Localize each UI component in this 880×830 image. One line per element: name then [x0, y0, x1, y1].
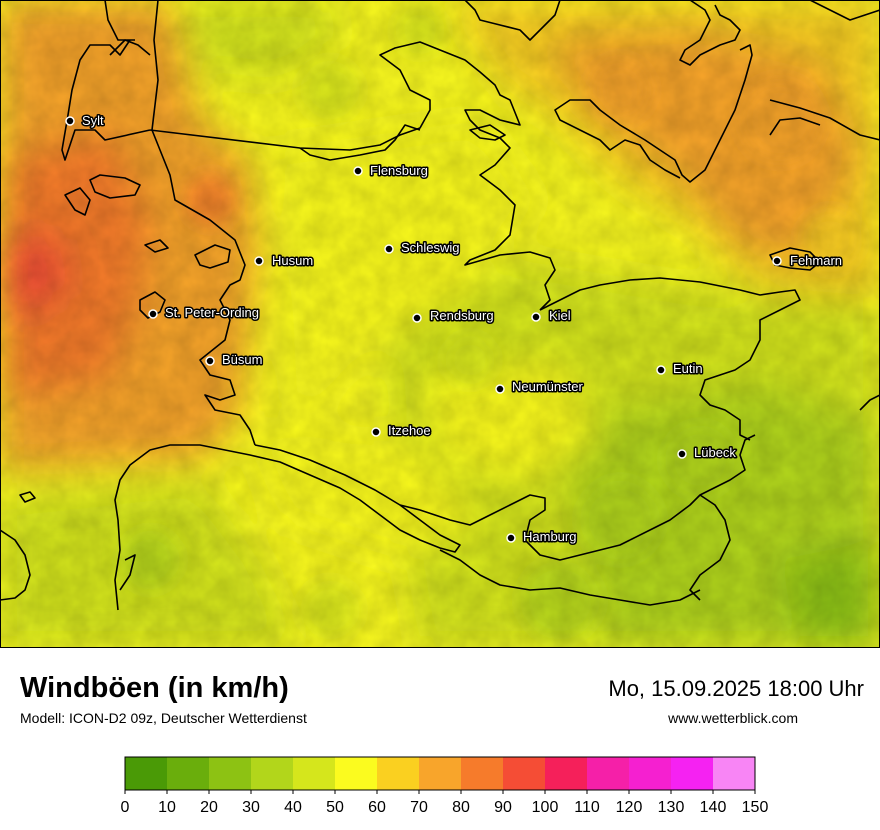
legend-tick-label: 20 — [200, 799, 218, 816]
city-husum: Husum — [254, 252, 315, 270]
city-sylt: Sylt — [65, 112, 106, 130]
field-texture — [0, 0, 880, 648]
legend-swatch — [587, 757, 629, 790]
legend-tick-label: 130 — [658, 799, 685, 816]
legend-swatch — [377, 757, 419, 790]
legend-swatch — [629, 757, 671, 790]
city-neumuenster: Neumünster — [495, 378, 585, 396]
city-label: Fehmarn — [790, 253, 842, 268]
coastlines — [0, 0, 880, 611]
legend-swatch — [671, 757, 713, 790]
city-rendsburg: Rendsburg — [412, 307, 495, 325]
legend-tick-label: 100 — [532, 799, 559, 816]
color-legend: 0 10 20 30 40 50 60 70 80 90 100 110 120 130 140 150 — [121, 756, 769, 816]
legend-swatch — [503, 757, 545, 790]
legend-tick-label: 10 — [158, 799, 176, 816]
city-label: St. Peter-Ording — [165, 305, 259, 320]
legend-swatch — [251, 757, 293, 790]
legend-swatch — [419, 757, 461, 790]
legend-swatch — [545, 757, 587, 790]
legend-tick-label: 80 — [452, 799, 470, 816]
legend-tick-label: 140 — [700, 799, 727, 816]
city-label: Neumünster — [512, 379, 583, 394]
city-label: Husum — [272, 253, 313, 268]
legend-frame — [124, 756, 756, 791]
legend-swatch — [713, 757, 755, 790]
legend-swatch — [167, 757, 209, 790]
map-canvas: Sylt Flensburg Schleswig Husum Fehmarn S… — [0, 0, 880, 648]
city-itzehoe: Itzehoe — [371, 422, 432, 440]
city-label: Hamburg — [523, 529, 576, 544]
legend-tick-label: 120 — [616, 799, 643, 816]
footer: Windböen (in km/h) Modell: ICON-D2 09z, … — [0, 648, 880, 830]
wind-gust-map: Sylt Flensburg Schleswig Husum Fehmarn S… — [0, 0, 880, 648]
city-fehmarn: Fehmarn — [772, 252, 844, 270]
legend-swatches — [125, 757, 755, 790]
city-buesum: Büsum — [205, 351, 264, 369]
city-schleswig: Schleswig — [384, 239, 461, 257]
legend-swatch — [461, 757, 503, 790]
legend-tick-label: 30 — [242, 799, 260, 816]
city-luebeck: Lübeck — [677, 444, 738, 462]
legend-tick-label: 70 — [410, 799, 428, 816]
website-link[interactable]: www.wetterblick.com — [668, 710, 798, 726]
legend-swatch — [293, 757, 335, 790]
city-label: Kiel — [549, 308, 571, 323]
forecast-datetime: Mo, 15.09.2025 18:00 Uhr — [608, 676, 864, 701]
city-markers: Sylt Flensburg Schleswig Husum Fehmarn S… — [65, 112, 844, 546]
legend-tick-label: 150 — [742, 799, 769, 816]
model-source: Modell: ICON-D2 09z, Deutscher Wetterdie… — [20, 710, 307, 726]
city-label: Itzehoe — [388, 423, 431, 438]
city-st-peter-ording: St. Peter-Ording — [148, 304, 260, 322]
legend-tick-label: 90 — [494, 799, 512, 816]
legend-ticks: 0 10 20 30 40 50 60 70 80 90 100 110 120 130 140 150 — [121, 790, 769, 816]
legend-tick-label: 110 — [574, 799, 600, 816]
legend-swatch — [335, 757, 377, 790]
legend-tick-label: 0 — [121, 799, 130, 816]
city-flensburg: Flensburg — [353, 162, 429, 180]
city-label: Schleswig — [401, 240, 460, 255]
city-label: Rendsburg — [430, 308, 494, 323]
legend-tick-label: 60 — [368, 799, 386, 816]
city-hamburg: Hamburg — [506, 528, 578, 546]
city-label: Lübeck — [694, 445, 736, 460]
legend-swatch — [125, 757, 167, 790]
city-kiel: Kiel — [531, 307, 572, 325]
map-title: Windböen (in km/h) — [20, 672, 289, 704]
legend-swatch — [209, 757, 251, 790]
city-eutin: Eutin — [656, 360, 704, 378]
city-label: Sylt — [82, 113, 104, 128]
city-label: Eutin — [673, 361, 703, 376]
city-label: Büsum — [222, 352, 262, 367]
city-label: Flensburg — [370, 163, 428, 178]
legend-tick-label: 50 — [326, 799, 344, 816]
legend-tick-label: 40 — [284, 799, 302, 816]
